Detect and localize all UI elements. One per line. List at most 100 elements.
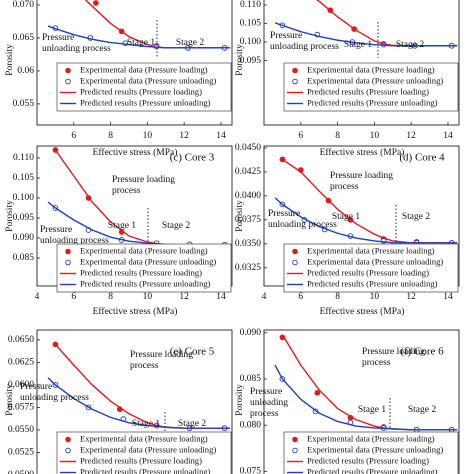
data-point [314,389,321,396]
process-label: Pressure loading [330,171,393,181]
x-tick-label: 10 [143,131,153,141]
series-line [47,25,231,49]
plot-area [274,0,458,49]
process-label: process [250,409,279,419]
process-label: process [130,361,159,371]
panel: 0.0325 0.0350 0.0375 0.0400 0.0425 0.0450 4 6 8 1… [235,143,460,317]
legend-marker [292,67,298,74]
y-axis-label: Porosity [235,384,245,416]
x-tick-label: 12 [406,292,416,302]
panel-title: (d) Core 4 [399,152,445,164]
x-tick-label: 14 [216,292,226,302]
series-line [274,22,458,47]
y-axis-label: Porosity [235,44,245,76]
legend-label: Experimental data (Pressure unloading) [307,256,443,266]
y-tick-label: 0.0350 [235,239,261,249]
x-tick-label: 8 [108,292,113,302]
legend-marker [65,248,71,255]
process-label: Pressure [42,33,74,43]
stage-label: Stage 2 [176,38,204,48]
panel: 0.075 0.080 0.085 0.090 Porosity (f) Core 6 St… [235,328,460,474]
y-tick-label: 0.0625 [8,358,34,368]
stage-label: Stage 2 [402,212,430,222]
panel-title: (c) Core 3 [170,152,215,164]
y-tick-label: 0.090 [240,328,262,338]
plot-frame [263,329,460,474]
x-tick-label: 6 [71,292,76,302]
stage-label: Stage 1 [344,40,372,50]
x-tick-label: 12 [179,131,189,141]
legend-box [283,243,459,293]
x-axis-label: Effective stress (MPa) [320,306,405,317]
legend-label: Experimental data (Pressure loading) [307,433,435,443]
y-tick-label: 0.095 [13,213,35,223]
legend-label: Experimental data (Pressure loading) [80,64,208,74]
x-axis-label: Effective stress (MPa) [320,147,405,158]
x-tick-label: 14 [216,131,226,141]
y-tick-label: 0.075 [240,467,262,474]
y-tick-label: 0.085 [240,374,262,384]
legend-box [283,431,459,474]
y-tick-label: 0.0550 [8,425,34,435]
x-tick-label: 8 [335,292,340,302]
y-tick-label: 0.105 [240,19,262,29]
process-label: unloading process [270,42,339,52]
series-line [316,0,458,47]
stage-label: Stage 1 [127,38,155,48]
x-tick-label: 6 [298,131,303,141]
process-label: Pressure loading [112,175,175,185]
legend-label: Experimental data (Pressure loading) [80,433,208,443]
y-tick-label: 0.0500 [8,470,34,474]
y-axis-label: Porosity [5,44,15,76]
x-tick-label: 8 [108,131,113,141]
y-tick-label: 0.110 [240,0,261,10]
process-label: unloading process [20,393,89,403]
y-tick-label: 0.0600 [8,380,34,390]
stage-label: Stage 2 [178,419,206,429]
x-tick-label: 6 [298,292,303,302]
legend-label: Experimental data (Pressure unloading) [80,75,216,85]
process-label: Pressure loading [130,350,193,360]
y-tick-label: 0.110 [13,153,34,163]
y-axis-label: Porosity [5,384,15,416]
process-label: Pressure [268,209,300,219]
legend-box [56,62,232,112]
y-tick-label: 0.0450 [235,143,261,153]
stage-label: Stage 1 [132,419,160,429]
legend-marker [65,436,71,443]
legend-marker [65,259,71,266]
legend-marker [292,447,298,454]
legend-label: Experimental data (Pressure unloading) [307,75,443,85]
legend-label: Predicted results (Pressure loading) [80,455,202,465]
x-tick-label: 10 [143,292,153,302]
panel: 0.0500 0.0525 0.0550 0.0575 0.0600 0.0625 0.06… [5,329,233,474]
plot-frame [36,329,233,474]
y-tick-label: 0.0325 [235,263,261,273]
legend-marker [292,78,298,85]
y-tick-label: 0.100 [13,193,35,203]
x-tick-label: 10 [370,131,380,141]
plot-area [274,334,458,433]
legend-box [56,243,232,293]
process-label: process [330,182,359,192]
legend-marker [65,67,71,74]
series-line [54,149,231,246]
legend-label: Predicted results (Pressure loading) [307,455,429,465]
x-tick-label: 4 [35,292,40,302]
x-axis-label: Effective stress (MPa) [93,147,178,158]
stage-label: Stage 1 [108,221,136,231]
legend-label: Predicted results (Pressure unloading) [307,278,438,288]
y-tick-label: 0.065 [13,33,35,43]
process-label: process [112,186,141,196]
y-tick-label: 0.06 [17,66,34,76]
legend-label: Predicted results (Pressure loading) [80,267,202,277]
legend-marker [65,447,71,454]
plot-frame [263,0,460,126]
y-tick-label: 0.100 [240,37,262,47]
y-axis-label: Porosity [235,200,245,232]
plot-area [47,0,231,51]
legend-label: Predicted results (Pressure loading) [80,86,202,96]
y-tick-label: 0.0375 [235,215,261,225]
process-label: Pressure [270,31,302,41]
